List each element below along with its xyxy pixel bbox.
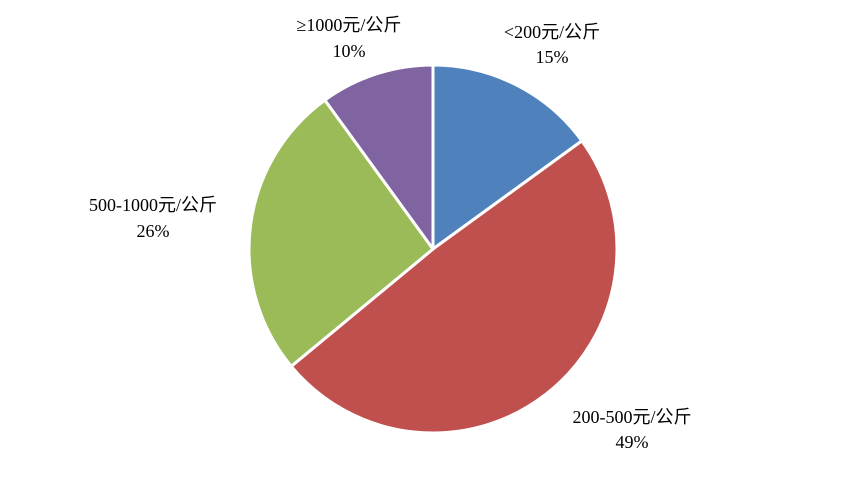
slice-category-label: ≥1000元/公斤 [297,15,402,35]
pie-slice-3 [323,63,435,251]
slice-percent-label: 10% [333,41,366,61]
slice-percent-label: 26% [137,221,170,241]
pie-slices [247,63,619,435]
slice-category-label: 200-500元/公斤 [573,407,692,427]
slice-percent-label: 15% [536,47,569,67]
pie-labels: <200元/公斤 15% 200-500元/公斤 49% 500-1000元/公斤 26%… [89,15,692,452]
pie-slice-2 [247,98,435,368]
slice-category-label: 500-1000元/公斤 [89,195,217,215]
slice-category-label: <200元/公斤 [504,22,600,42]
slice-percent-label: 49% [616,432,649,452]
pie-slice-0 [431,63,584,251]
pie-slice-1 [289,139,619,435]
